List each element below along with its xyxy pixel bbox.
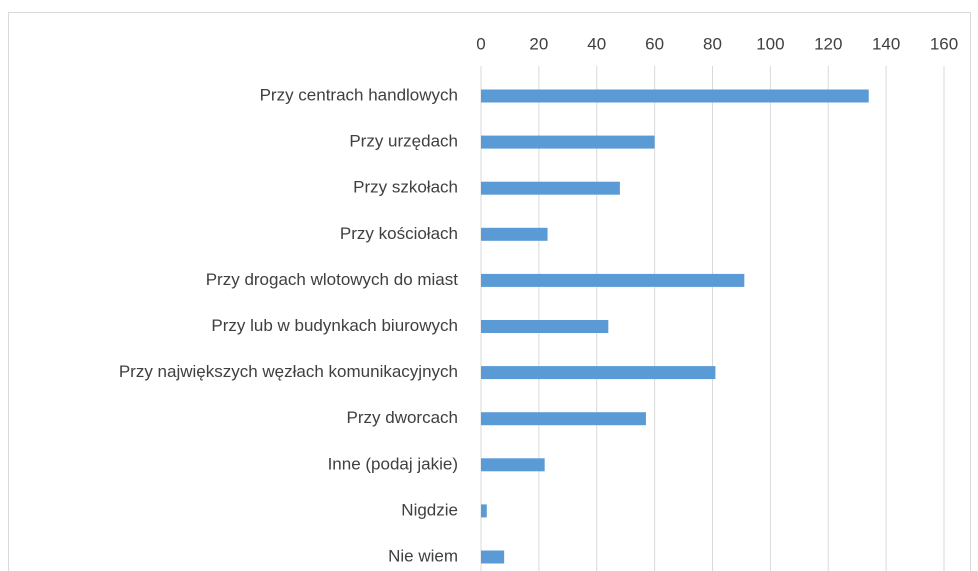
bar: [481, 181, 620, 195]
bar: [481, 504, 487, 518]
y-tick-label: Inne (podaj jakie): [328, 454, 458, 473]
chart-border: [8, 12, 971, 571]
x-tick-label: 120: [814, 34, 842, 53]
x-tick-label: 160: [930, 34, 958, 53]
y-tick-label: Przy szkołach: [353, 178, 458, 197]
x-tick-label: 100: [756, 34, 784, 53]
x-tick-label: 20: [529, 34, 548, 53]
y-tick-label: Przy największych węzłach komunikacyjnyc…: [119, 362, 458, 381]
x-tick-label: 0: [476, 34, 485, 53]
y-tick-label: Przy centrach handlowych: [260, 85, 458, 104]
y-tick-label: Nigdzie: [401, 500, 458, 519]
bar: [481, 135, 655, 149]
y-tick-label: Nie wiem: [388, 546, 458, 565]
y-tick-label: Przy kościołach: [340, 224, 458, 243]
x-tick-label: 140: [872, 34, 900, 53]
x-tick-label: 40: [587, 34, 606, 53]
x-tick-label: 80: [703, 34, 722, 53]
bar: [481, 227, 548, 241]
y-tick-label: Przy dworcach: [347, 408, 458, 427]
bar: [481, 550, 505, 564]
x-tick-label: 60: [645, 34, 664, 53]
y-tick-label: Przy urzędach: [349, 132, 458, 151]
y-tick-label: Przy drogach wlotowych do miast: [206, 270, 459, 289]
bar: [481, 412, 646, 426]
bar: [481, 366, 716, 380]
y-tick-label: Przy lub w budynkach biurowych: [211, 316, 458, 335]
bar: [481, 273, 745, 287]
bar: [481, 458, 545, 472]
bar: [481, 320, 609, 333]
bar: [481, 89, 869, 103]
